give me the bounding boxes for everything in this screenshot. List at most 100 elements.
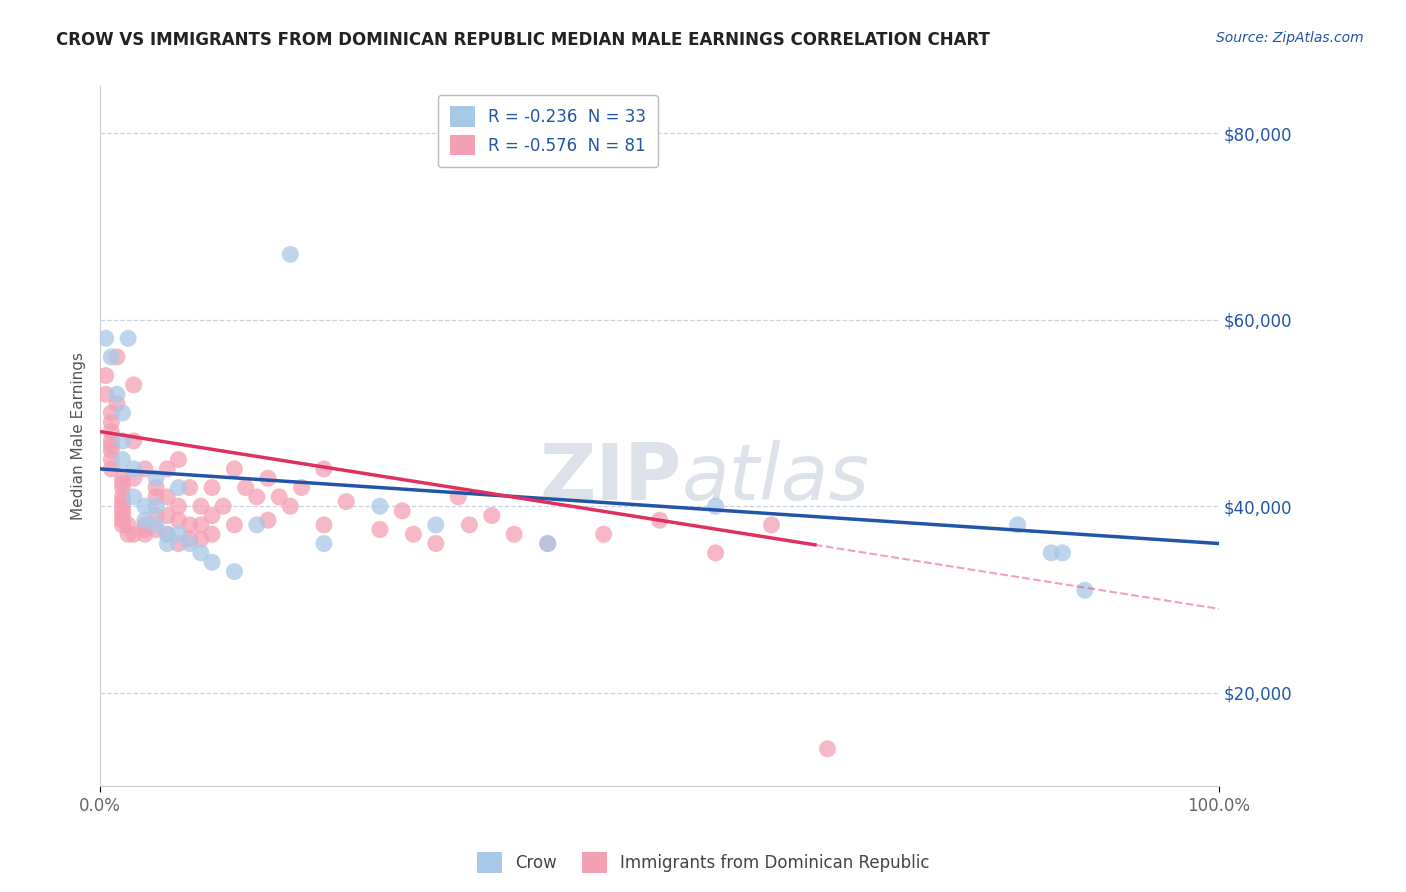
- Point: [201, 555, 224, 569]
- Point: [134, 500, 156, 514]
- Point: [167, 536, 190, 550]
- Point: [156, 508, 179, 523]
- Point: [312, 462, 335, 476]
- Point: [105, 396, 128, 410]
- Point: [156, 536, 179, 550]
- Point: [312, 517, 335, 532]
- Point: [134, 462, 156, 476]
- Text: ZIP: ZIP: [540, 441, 682, 516]
- Point: [111, 504, 134, 518]
- Point: [111, 434, 134, 448]
- Point: [235, 481, 257, 495]
- Point: [100, 425, 122, 439]
- Point: [212, 500, 235, 514]
- Point: [458, 517, 481, 532]
- Point: [537, 536, 560, 550]
- Point: [391, 504, 413, 518]
- Point: [167, 481, 190, 495]
- Point: [111, 452, 134, 467]
- Point: [111, 500, 134, 514]
- Point: [117, 517, 139, 532]
- Point: [257, 513, 280, 527]
- Point: [537, 536, 560, 550]
- Point: [257, 471, 280, 485]
- Text: atlas: atlas: [682, 441, 870, 516]
- Legend: Crow, Immigrants from Dominican Republic: Crow, Immigrants from Dominican Republic: [470, 846, 936, 880]
- Point: [156, 490, 179, 504]
- Point: [134, 517, 156, 532]
- Point: [167, 500, 190, 514]
- Point: [817, 741, 839, 756]
- Point: [246, 490, 269, 504]
- Point: [312, 536, 335, 550]
- Point: [190, 546, 212, 560]
- Point: [145, 500, 167, 514]
- Point: [761, 517, 783, 532]
- Point: [145, 490, 167, 504]
- Point: [167, 513, 190, 527]
- Point: [592, 527, 614, 541]
- Point: [156, 462, 179, 476]
- Point: [111, 481, 134, 495]
- Point: [122, 471, 145, 485]
- Point: [335, 494, 357, 508]
- Point: [134, 527, 156, 541]
- Point: [1007, 517, 1029, 532]
- Point: [105, 387, 128, 401]
- Point: [122, 434, 145, 448]
- Point: [100, 406, 122, 420]
- Point: [100, 439, 122, 453]
- Point: [269, 490, 291, 504]
- Point: [100, 434, 122, 448]
- Point: [167, 452, 190, 467]
- Point: [179, 517, 201, 532]
- Point: [156, 527, 179, 541]
- Point: [1052, 546, 1074, 560]
- Point: [201, 481, 224, 495]
- Point: [201, 527, 224, 541]
- Point: [100, 350, 122, 364]
- Point: [134, 513, 156, 527]
- Point: [179, 532, 201, 546]
- Point: [224, 517, 246, 532]
- Point: [111, 508, 134, 523]
- Point: [122, 527, 145, 541]
- Point: [100, 443, 122, 458]
- Point: [100, 415, 122, 429]
- Point: [481, 508, 503, 523]
- Point: [134, 523, 156, 537]
- Point: [156, 527, 179, 541]
- Point: [100, 462, 122, 476]
- Point: [280, 247, 302, 261]
- Point: [190, 500, 212, 514]
- Point: [190, 517, 212, 532]
- Point: [117, 331, 139, 345]
- Point: [246, 517, 269, 532]
- Point: [111, 490, 134, 504]
- Point: [290, 481, 312, 495]
- Point: [94, 368, 117, 383]
- Point: [111, 475, 134, 490]
- Point: [111, 517, 134, 532]
- Point: [447, 490, 470, 504]
- Point: [280, 500, 302, 514]
- Point: [105, 350, 128, 364]
- Point: [648, 513, 671, 527]
- Point: [111, 494, 134, 508]
- Point: [704, 546, 727, 560]
- Point: [201, 508, 224, 523]
- Point: [122, 490, 145, 504]
- Point: [122, 462, 145, 476]
- Y-axis label: Median Male Earnings: Median Male Earnings: [72, 352, 86, 520]
- Point: [1040, 546, 1063, 560]
- Point: [190, 532, 212, 546]
- Point: [145, 508, 167, 523]
- Point: [111, 406, 134, 420]
- Point: [145, 517, 167, 532]
- Text: CROW VS IMMIGRANTS FROM DOMINICAN REPUBLIC MEDIAN MALE EARNINGS CORRELATION CHAR: CROW VS IMMIGRANTS FROM DOMINICAN REPUBL…: [56, 31, 990, 49]
- Point: [368, 523, 391, 537]
- Text: Source: ZipAtlas.com: Source: ZipAtlas.com: [1216, 31, 1364, 45]
- Point: [179, 536, 201, 550]
- Point: [1074, 583, 1097, 598]
- Point: [145, 481, 167, 495]
